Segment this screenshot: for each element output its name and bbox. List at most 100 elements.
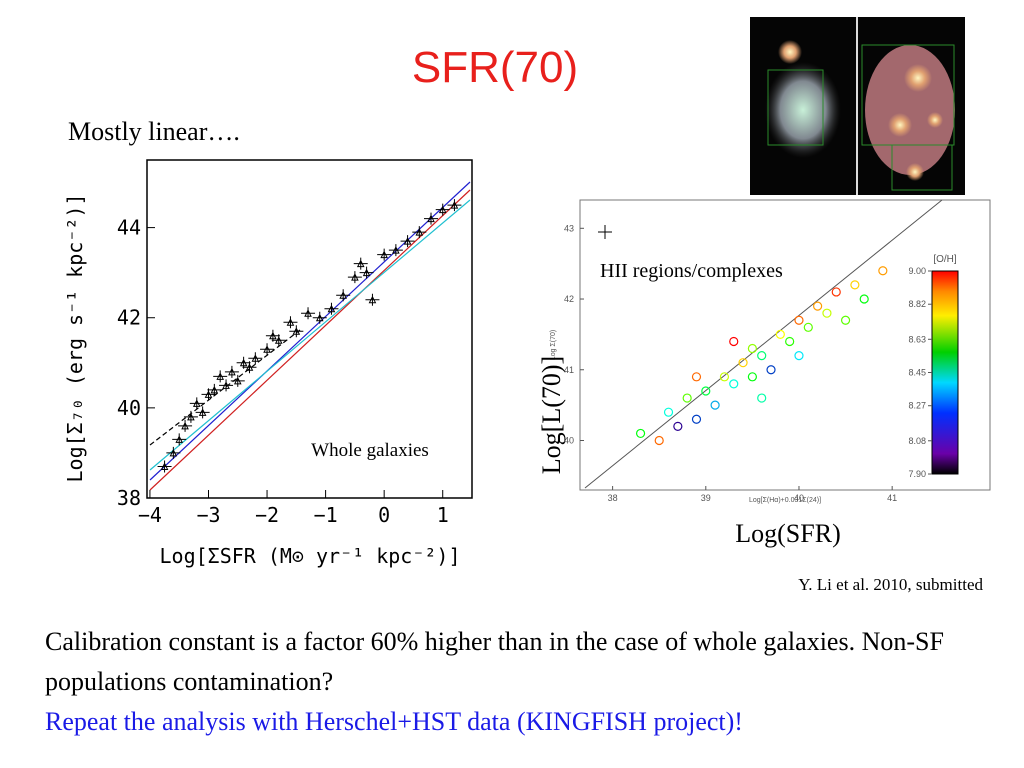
- colorbar-tick-label: 8.08: [908, 436, 926, 446]
- x-axis-label: Log[ΣSFR (M⊙ yr⁻¹ kpc⁻²)]: [159, 544, 460, 568]
- point: [172, 433, 187, 446]
- point: [719, 372, 730, 382]
- point: [312, 311, 327, 324]
- point: [831, 287, 841, 297]
- point: [377, 248, 392, 261]
- y-tick-label: 41: [564, 365, 574, 375]
- y-tick-label: 40: [564, 436, 574, 446]
- point: [289, 325, 304, 338]
- colorbar-tick-label: 7.90: [908, 469, 926, 479]
- point: [324, 302, 339, 315]
- point: [412, 226, 427, 239]
- x-tick-label: 1: [437, 503, 449, 527]
- plot-frame: [579, 199, 991, 491]
- note: Mostly linear….: [68, 117, 240, 146]
- point: [682, 393, 692, 403]
- x-tick-label: 38: [608, 493, 618, 503]
- y-axis-label: Log Σ(70): [550, 330, 557, 360]
- point: [813, 301, 823, 311]
- point: [663, 407, 674, 417]
- point: [347, 271, 362, 284]
- point: [157, 460, 172, 473]
- point: [757, 393, 767, 403]
- slide-title: SFR(70): [412, 43, 578, 92]
- plot-frame: [146, 159, 473, 499]
- point: [738, 358, 748, 368]
- colorbar-label: [O/H]: [933, 254, 957, 265]
- point: [189, 397, 204, 410]
- point: [248, 352, 263, 365]
- point: [195, 406, 210, 419]
- point: [840, 315, 851, 325]
- error-cross: [598, 225, 612, 239]
- point: [271, 334, 286, 347]
- point: [878, 266, 888, 276]
- point: [353, 257, 368, 270]
- point: [400, 235, 415, 248]
- colorbar-tick-label: 9.00: [908, 266, 926, 276]
- paragraph: Repeat the analysis with Herschel+HST da…: [45, 707, 743, 736]
- point: [701, 386, 711, 396]
- point: [747, 343, 757, 354]
- point: [729, 336, 739, 347]
- point: [201, 388, 216, 401]
- y-tick-label: 38: [117, 486, 141, 510]
- big-x-label: Log(SFR): [735, 519, 840, 548]
- colorbar-tick-label: 8.45: [908, 368, 926, 378]
- colorbar-tick-label: 8.27: [908, 401, 926, 411]
- point: [207, 383, 222, 396]
- body-text: Calibration constant is a factor 60% hig…: [45, 622, 1005, 742]
- x-tick-label: −1: [314, 503, 338, 527]
- x-tick-label: −3: [196, 503, 220, 527]
- point: [654, 435, 664, 446]
- point: [747, 372, 757, 382]
- x-tick-label: 40: [794, 493, 804, 503]
- y-tick-label: 44: [117, 216, 141, 240]
- point: [224, 365, 239, 378]
- y-axis-label: Log[Σ₇₀ (erg s⁻¹ kpc⁻²)]: [63, 194, 87, 483]
- citation: Y. Li et al. 2010, submitted: [798, 575, 983, 594]
- y-tick-label: 42: [564, 294, 574, 304]
- point: [283, 316, 298, 329]
- point: [178, 419, 193, 432]
- point: [729, 379, 739, 389]
- annotation: Whole galaxies: [311, 440, 429, 461]
- point: [710, 400, 720, 410]
- one-to-one-line: [584, 199, 943, 489]
- x-tick-label: 0: [378, 503, 390, 527]
- annotation: HII regions/complexes: [600, 260, 783, 282]
- y-tick-label: 43: [564, 223, 574, 233]
- big-y-label: Log[L(70)]: [537, 356, 566, 474]
- galaxy-image: [750, 17, 965, 195]
- x-tick-label: 39: [701, 493, 711, 503]
- point: [213, 370, 228, 383]
- point: [766, 365, 776, 375]
- x-tick-label: −2: [255, 503, 279, 527]
- point: [447, 199, 462, 212]
- point: [336, 289, 351, 302]
- point: [785, 336, 795, 347]
- point: [635, 428, 646, 439]
- point: [691, 414, 702, 424]
- point: [794, 351, 804, 361]
- point: [803, 322, 813, 332]
- point: [183, 410, 198, 423]
- point: [301, 307, 316, 320]
- point: [794, 315, 804, 325]
- point: [236, 356, 251, 369]
- point: [435, 203, 450, 216]
- point: [673, 421, 683, 431]
- point: [775, 329, 785, 339]
- point: [359, 266, 374, 279]
- colorbar-tick-label: 8.63: [908, 334, 926, 344]
- colorbar: [931, 270, 959, 475]
- point: [166, 446, 181, 459]
- point: [365, 293, 380, 306]
- point: [822, 308, 832, 318]
- point: [859, 294, 869, 304]
- paragraph: Calibration constant is a factor 60% hig…: [45, 627, 944, 696]
- x-tick-label: 41: [887, 493, 897, 503]
- point: [265, 329, 280, 342]
